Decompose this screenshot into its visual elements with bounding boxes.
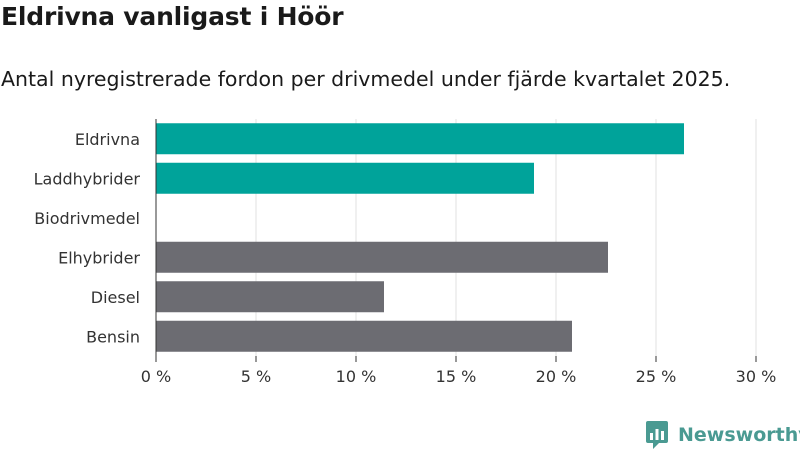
x-tick-label: 15 % xyxy=(436,367,477,386)
chart-subtitle: Antal nyregistrerade fordon per drivmede… xyxy=(1,67,731,91)
bar xyxy=(156,123,684,155)
category-label: Laddhybrider xyxy=(34,169,141,188)
x-tick-label: 30 % xyxy=(736,367,777,386)
x-tick-label: 5 % xyxy=(241,367,271,386)
brand-name: Newsworthy xyxy=(678,424,800,446)
category-labels: Eldrivna Laddhybrider Biodrivmedel Elhybrid… xyxy=(34,130,141,347)
category-label: Bensin xyxy=(86,327,140,346)
newsworthy-logo-icon xyxy=(646,421,668,449)
chart-title: Eldrivna vanligast i Höör xyxy=(1,2,344,31)
bars xyxy=(156,123,684,352)
x-axis: 0 % 5 % 10 % 15 % 20 % 25 % 30 % xyxy=(141,119,777,386)
x-tick-label: 0 % xyxy=(141,367,171,386)
category-label: Eldrivna xyxy=(75,130,140,149)
x-tick-label: 10 % xyxy=(336,367,377,386)
bar xyxy=(156,241,608,273)
x-tick-label: 25 % xyxy=(636,367,677,386)
bar xyxy=(156,281,384,313)
gridlines xyxy=(255,119,757,356)
bar xyxy=(156,320,572,352)
bar xyxy=(156,162,534,194)
category-label: Biodrivmedel xyxy=(34,209,140,228)
x-tick-label: 20 % xyxy=(536,367,577,386)
brand-logo: Newsworthy xyxy=(645,420,800,450)
category-label: Diesel xyxy=(91,288,140,307)
category-label: Elhybrider xyxy=(58,248,140,267)
